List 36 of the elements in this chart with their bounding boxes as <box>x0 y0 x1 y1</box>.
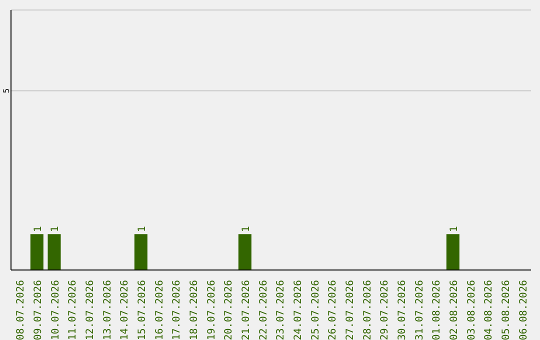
x-tick-label: 02.08.2026 <box>449 280 460 340</box>
x-tick-label: 18.07.2026 <box>189 280 200 340</box>
x-tick-label: 27.07.2026 <box>345 280 356 340</box>
x-tick-label: 30.07.2026 <box>397 280 408 340</box>
x-tick-label: 31.07.2026 <box>414 280 426 340</box>
data-label: 1 <box>448 226 460 232</box>
x-tick-label: 05.08.2026 <box>501 280 512 340</box>
x-tick-label: 17.07.2026 <box>172 280 183 340</box>
data-label: 1 <box>240 226 252 232</box>
x-tick-label: 22.07.2026 <box>258 280 270 340</box>
x-tick-label: 13.07.2026 <box>102 280 114 340</box>
x-tick-label: 08.07.2026 <box>16 280 27 340</box>
x-tick-label: 20.07.2026 <box>224 280 235 340</box>
x-tick-label: 03.08.2026 <box>466 280 478 340</box>
x-tick-label: 26.07.2026 <box>328 280 339 340</box>
x-tick-label: 12.07.2026 <box>85 280 96 340</box>
x-tick-label: 09.07.2026 <box>33 280 44 340</box>
x-tick-label: 11.07.2026 <box>68 280 79 340</box>
x-tick-label: 28.07.2026 <box>362 280 374 340</box>
x-tick-label: 10.07.2026 <box>50 280 62 340</box>
x-tick-label: 01.08.2026 <box>432 280 443 340</box>
x-tick-label: 06.08.2026 <box>518 280 530 340</box>
data-label: 1 <box>136 226 148 232</box>
x-tick-label: 15.07.2026 <box>137 280 148 340</box>
x-tick-label: 19.07.2026 <box>206 280 218 340</box>
x-tick-label: 25.07.2026 <box>310 280 322 340</box>
x-tick-label: 14.07.2026 <box>120 280 131 340</box>
x-tick-label: 24.07.2026 <box>293 280 304 340</box>
x-tick-label: 04.08.2026 <box>484 280 495 340</box>
x-tick-label: 23.07.2026 <box>276 280 287 340</box>
y-tick-label: 5 <box>2 88 11 94</box>
x-tick-label: 29.07.2026 <box>380 280 391 340</box>
data-label: 1 <box>50 226 62 232</box>
x-tick-label: 16.07.2026 <box>154 280 166 340</box>
x-tick-label: 21.07.2026 <box>241 280 252 340</box>
data-label: 1 <box>32 226 44 232</box>
